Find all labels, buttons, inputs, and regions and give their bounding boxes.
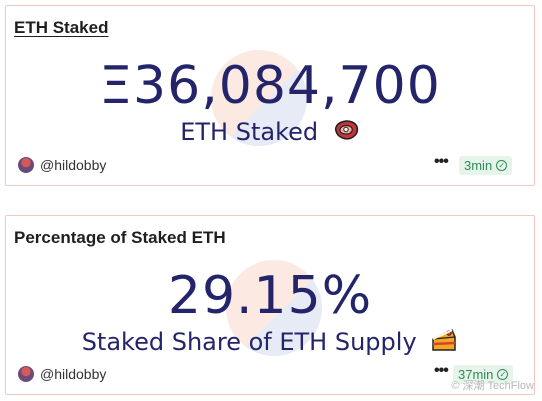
refresh-time: 37min	[458, 367, 494, 382]
more-options-icon[interactable]: •••	[434, 362, 449, 379]
author-info[interactable]: @hildobby	[18, 366, 106, 382]
logo-watermark	[226, 260, 322, 356]
refresh-time-badge: 37min ✓	[453, 365, 514, 384]
staked-percentage-value: 29.15%	[167, 266, 373, 326]
author-info[interactable]: @hildobby	[18, 157, 106, 173]
cake-icon	[430, 327, 458, 359]
meat-icon	[332, 118, 360, 148]
staked-percentage-card: Percentage of Staked ETH 29.15% Staked S…	[5, 215, 535, 395]
eth-staked-value: Ξ36,084,700	[99, 56, 441, 116]
logo-watermark	[211, 50, 307, 146]
author-handle: @hildobby	[40, 157, 107, 173]
avatar	[18, 366, 34, 382]
check-circle-icon: ✓	[496, 160, 508, 171]
author-handle: @hildobby	[40, 366, 107, 382]
check-circle-icon: ✓	[497, 369, 509, 380]
subtitle-text: Staked Share of ETH Supply	[81, 328, 417, 356]
card-subtitle: Staked Share of ETH Supply	[6, 327, 534, 359]
source-watermark: © 深潮 TechFlow	[451, 380, 534, 392]
card-title-link[interactable]: ETH Staked	[14, 18, 109, 37]
more-options-icon[interactable]: •••	[434, 153, 449, 170]
eth-staked-card: ETH Staked Ξ36,084,700 ETH Staked @hildo…	[5, 5, 535, 186]
subtitle-text: ETH Staked	[180, 118, 319, 146]
refresh-time-badge: 3min ✓	[459, 156, 513, 175]
refresh-time: 3min	[464, 158, 493, 173]
avatar	[18, 157, 34, 173]
card-subtitle: ETH Staked	[6, 118, 534, 148]
card-title: Percentage of Staked ETH	[14, 228, 226, 247]
